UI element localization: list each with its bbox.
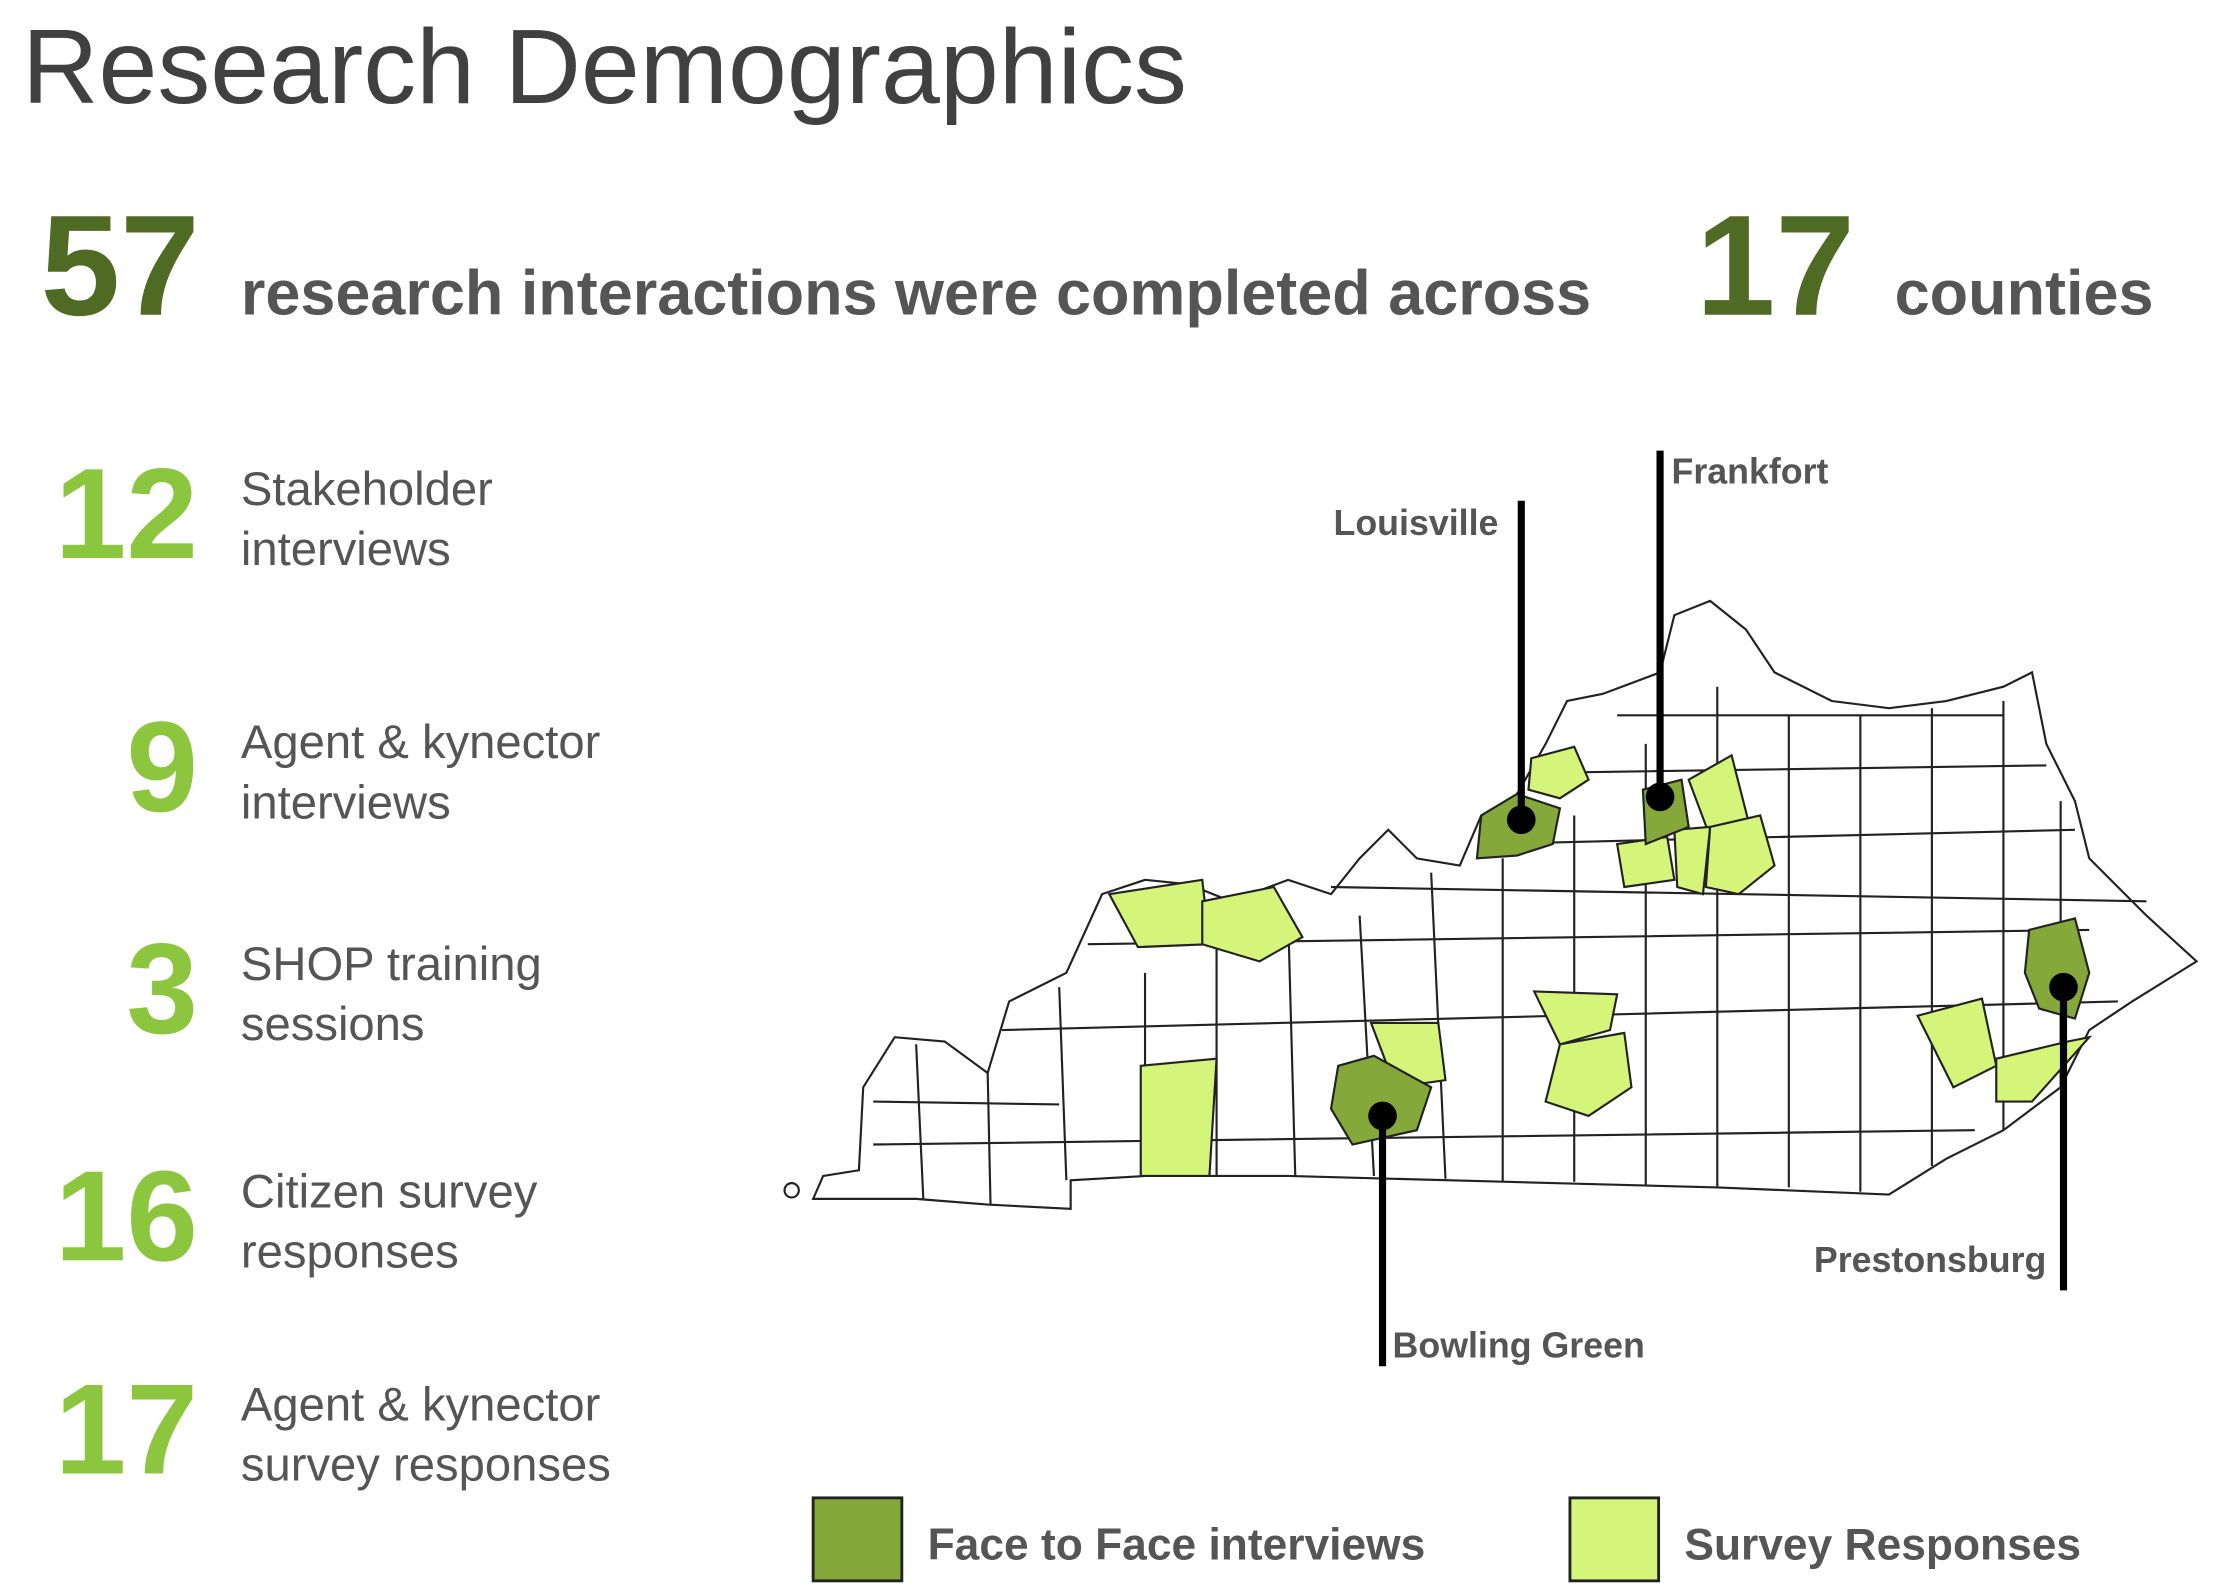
title: Research Demographics [22, 8, 1187, 126]
interview-counties [1329, 778, 2091, 1146]
stat-label: SHOP training [241, 938, 542, 991]
legend-label: Survey Responses [1684, 1520, 2081, 1569]
stat-label: sessions [241, 998, 425, 1051]
kentucky-map: Louisville Frankfort Bowling Green Prest… [783, 450, 2199, 1367]
county-lines [873, 686, 2147, 1205]
city-label: Louisville [1334, 503, 1499, 543]
stat-label: interviews [241, 523, 451, 576]
stat-label: Citizen survey [241, 1165, 538, 1218]
stat-number: 16 [55, 1144, 198, 1288]
markers [1368, 450, 2078, 1367]
stat-number: 12 [55, 442, 198, 586]
stat-label: interviews [241, 776, 451, 829]
headline-text: counties [1895, 259, 2154, 329]
survey-counties [1107, 745, 2093, 1178]
stat-number: 3 [126, 917, 198, 1061]
city-label: Bowling Green [1393, 1326, 1645, 1366]
headline-number: 17 [1696, 186, 1855, 346]
stat-number: 17 [55, 1358, 198, 1502]
legend: Face to Face interviews Survey Responses [811, 1496, 2081, 1583]
stats: 12 Stakeholder interviews 9 Agent & kynector… [55, 442, 611, 1502]
state-outline [811, 599, 2199, 1211]
stat-label: Stakeholder [241, 463, 493, 516]
stat-label: Agent & kynector [241, 716, 600, 769]
stat-label: survey responses [241, 1439, 611, 1492]
headline-text: research interactions were completed acr… [241, 259, 1591, 329]
city-label: Frankfort [1672, 452, 1829, 492]
legend-swatch [811, 1496, 904, 1583]
stat-label: responses [241, 1226, 459, 1279]
legend-label: Face to Face interviews [928, 1520, 1426, 1569]
legend-swatch [1568, 1496, 1661, 1583]
headline-number: 57 [41, 186, 200, 346]
stat-label: Agent & kynector [241, 1379, 600, 1432]
stat-number: 9 [126, 695, 198, 839]
city-label: Prestonsburg [1814, 1240, 2046, 1280]
state-outline [783, 1182, 800, 1199]
